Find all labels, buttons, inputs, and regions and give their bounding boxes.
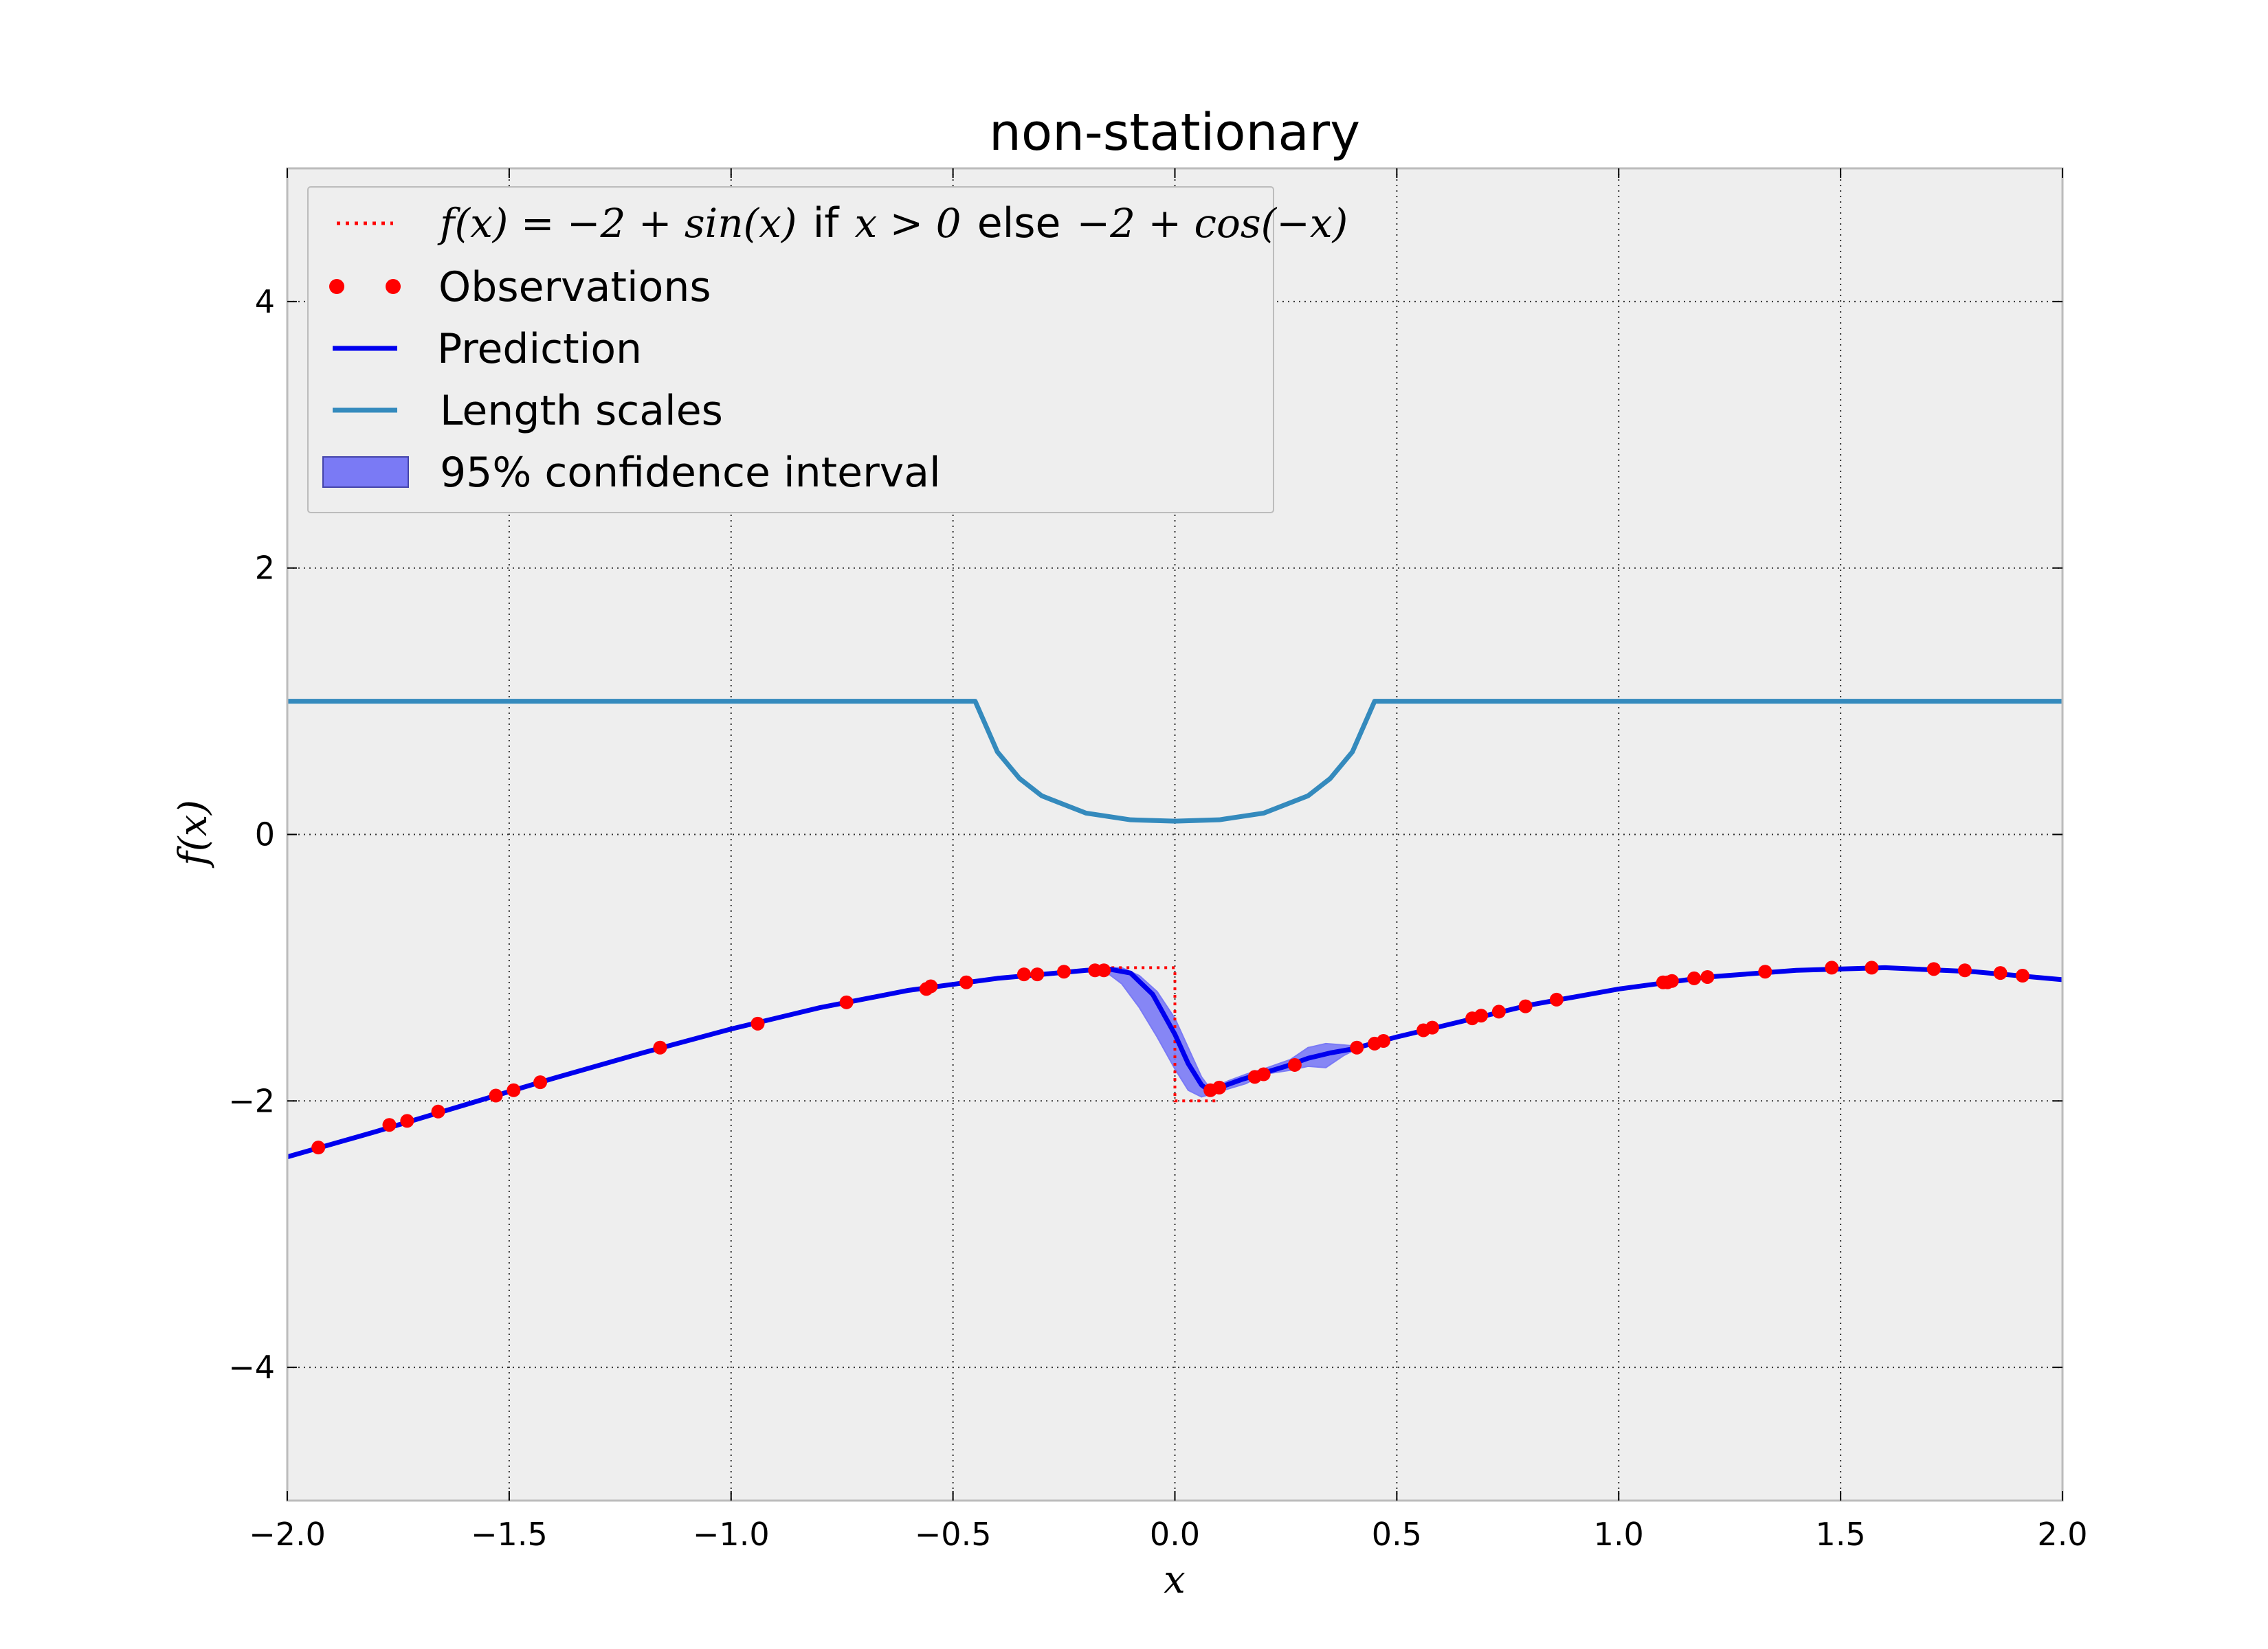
observation-point (1350, 1040, 1364, 1055)
x-tick-label: −0.5 (915, 1516, 992, 1553)
observation-point (1865, 961, 1879, 975)
y-tick-label: −4 (228, 1349, 275, 1386)
observation-group (311, 961, 2030, 1155)
observation-point (2015, 969, 2030, 983)
legend-function-math: f(x) = −2 + sin(x) (437, 200, 797, 247)
observation-point (1474, 1009, 1489, 1023)
observation-point (1687, 971, 1702, 985)
observation-point (382, 1118, 397, 1132)
legend: f(x) = −2 + sin(x) if x > 0 else −2 + co… (307, 186, 1348, 513)
x-axis-label: x (1164, 1558, 1186, 1602)
legend-box (307, 186, 1274, 513)
x-tick-label: −1.5 (471, 1516, 548, 1553)
legend-observations-marker (329, 279, 344, 294)
observation-point (1758, 965, 1772, 979)
observation-point (1287, 1057, 1302, 1072)
observation-point (1057, 965, 1071, 979)
observation-point (751, 1016, 765, 1031)
legend-function-else: else (977, 199, 1061, 247)
observation-point (924, 979, 938, 994)
legend-function-label: f(x) = −2 + sin(x) if x > 0 else −2 + co… (437, 199, 1348, 247)
legend-confidence-label: 95% confidence interval (440, 449, 941, 497)
legend-confidence-swatch (322, 456, 409, 488)
legend-function-math2: −2 + cos(−x) (1077, 200, 1348, 247)
observation-point (1825, 961, 1839, 975)
legend-observations-label: Observations (438, 263, 711, 311)
observation-point (1518, 999, 1533, 1013)
legend-prediction-label: Prediction (437, 325, 642, 373)
x-tick-label: −1.0 (693, 1516, 770, 1553)
observation-point (1491, 1005, 1506, 1019)
legend-observations-marker (386, 279, 401, 294)
y-tick-label: 0 (255, 816, 275, 853)
observation-point (1665, 974, 1679, 988)
observation-point (1377, 1034, 1391, 1048)
observation-point (1030, 967, 1045, 982)
observation-point (1700, 969, 1715, 984)
observation-point (311, 1141, 326, 1155)
y-tick-label: 2 (255, 550, 275, 587)
observation-point (1957, 963, 1972, 978)
observation-point (1097, 963, 1111, 978)
x-tick-label: 1.0 (1594, 1516, 1644, 1553)
observation-point (1256, 1067, 1271, 1081)
observation-point (1425, 1020, 1440, 1035)
chart-title: non-stationary (989, 103, 1360, 162)
x-tick-label: 0.5 (1372, 1516, 1422, 1553)
observation-point (1993, 966, 2008, 980)
y-tick-label: 4 (255, 283, 275, 320)
y-axis-label: f(x) (171, 800, 216, 868)
x-tick-label: −2.0 (249, 1516, 326, 1553)
legend-function-if: if (813, 199, 841, 247)
observation-point (1926, 962, 1941, 976)
true-function-line (1104, 966, 1220, 1103)
observation-point (1016, 967, 1031, 982)
x-tick-label: 1.5 (1816, 1516, 1866, 1553)
observation-point (653, 1040, 667, 1055)
observation-point (489, 1088, 503, 1103)
length-scales-line (287, 699, 2063, 824)
observation-point (507, 1083, 521, 1097)
observation-point (1549, 992, 1564, 1007)
y-tick-label: −2 (228, 1082, 275, 1119)
legend-length-scales-label: Length scales (440, 387, 723, 435)
observation-point (839, 995, 854, 1009)
observation-point (959, 975, 973, 989)
legend-function-cond: x > 0 (855, 200, 961, 247)
observation-point (1212, 1080, 1227, 1095)
observation-point (400, 1114, 414, 1128)
observation-point (431, 1104, 445, 1119)
tick-group: −2.0 −1.5 −1.0 −0.5 0.0 0.5 1.0 1.5 2.0 −4 −2 0 2 4 (228, 168, 2088, 1553)
x-tick-label: 2.0 (2037, 1516, 2087, 1553)
observation-point (533, 1075, 548, 1090)
x-tick-label: 0.0 (1150, 1516, 1200, 1553)
